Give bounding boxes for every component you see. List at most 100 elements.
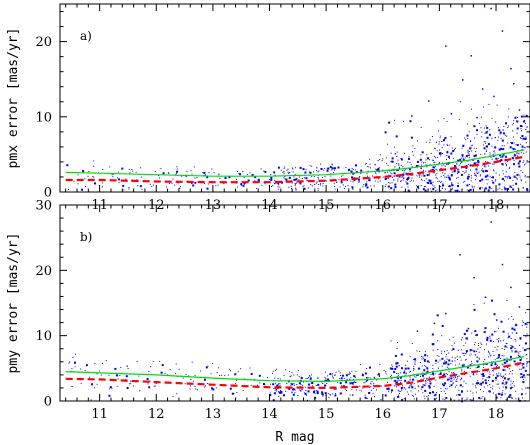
scatter-point xyxy=(229,387,232,390)
scatter-point xyxy=(358,177,360,179)
scatter-point xyxy=(457,394,459,395)
y-tick-label: 10 xyxy=(35,110,52,125)
scatter-point xyxy=(424,351,426,353)
scatter-point xyxy=(492,388,494,390)
scatter-point xyxy=(526,160,528,161)
scatter-point xyxy=(518,353,520,355)
scatter-point xyxy=(299,390,301,391)
scatter-point xyxy=(400,158,403,161)
scatter-point xyxy=(366,377,367,378)
scatter-point xyxy=(488,165,490,167)
scatter-point xyxy=(270,383,271,385)
scatter-point xyxy=(471,332,473,334)
scatter-point xyxy=(188,375,190,377)
scatter-point xyxy=(274,174,276,176)
scatter-point xyxy=(435,141,437,143)
scatter-point xyxy=(367,175,368,177)
scatter-point xyxy=(269,392,271,394)
scatter-point xyxy=(306,179,308,181)
scatter-point xyxy=(473,155,476,157)
scatter-point xyxy=(420,167,422,169)
scatter-point xyxy=(404,370,406,372)
scatter-point xyxy=(303,185,305,187)
scatter-point xyxy=(520,137,522,139)
scatter-point xyxy=(341,385,343,387)
scatter-point xyxy=(478,358,480,360)
scatter-point xyxy=(284,166,286,168)
scatter-point xyxy=(313,171,315,173)
scatter-point xyxy=(331,393,333,395)
scatter-point xyxy=(483,361,485,363)
scatter-point xyxy=(278,184,280,186)
scatter-point xyxy=(425,384,427,386)
scatter-point xyxy=(487,161,489,163)
scatter-point xyxy=(461,377,463,379)
outlier-point xyxy=(510,67,512,70)
scatter-point xyxy=(435,363,437,365)
scatter-point xyxy=(403,171,405,173)
scatter-point xyxy=(496,374,499,377)
scatter-point xyxy=(335,167,337,169)
scatter-point xyxy=(317,377,318,379)
scatter-point xyxy=(411,385,413,387)
scatter-point xyxy=(511,316,513,318)
x-tick-label: 14 xyxy=(261,407,278,422)
scatter-point xyxy=(516,152,518,154)
scatter-point xyxy=(249,172,251,174)
scatter-point xyxy=(435,379,437,381)
scatter-point xyxy=(492,181,495,184)
scatter-point xyxy=(409,371,411,373)
scatter-point xyxy=(508,335,511,338)
scatter-point xyxy=(505,388,507,390)
scatter-point xyxy=(418,188,420,190)
scatter-point xyxy=(526,323,528,325)
scatter-point xyxy=(374,396,375,398)
scatter-point xyxy=(500,358,502,359)
scatter-point xyxy=(439,153,441,155)
scatter-point xyxy=(499,156,501,158)
scatter-point xyxy=(389,367,392,370)
scatter-point xyxy=(505,342,507,344)
scatter-point xyxy=(421,175,423,177)
scatter-point xyxy=(446,164,448,166)
scatter-point xyxy=(461,161,463,163)
scatter-point xyxy=(522,171,524,173)
scatter-point xyxy=(503,375,505,377)
scatter-point xyxy=(524,119,526,121)
scatter-point xyxy=(355,389,357,391)
scatter-point xyxy=(494,152,496,154)
scatter-point xyxy=(339,186,341,188)
scatter-point xyxy=(493,150,495,152)
scatter-point xyxy=(425,380,426,382)
scatter-point xyxy=(452,150,455,152)
scatter-point xyxy=(401,367,403,370)
scatter-point xyxy=(302,384,304,386)
scatter-point xyxy=(474,342,476,344)
scatter-point xyxy=(394,379,397,382)
scatter-point xyxy=(370,389,372,391)
scatter-point xyxy=(450,363,452,365)
scatter-point xyxy=(520,152,522,154)
scatter-point xyxy=(302,168,305,171)
scatter-point xyxy=(457,176,459,178)
scatter-point xyxy=(317,189,319,191)
scatter-point xyxy=(523,114,525,116)
scatter-point xyxy=(457,185,459,188)
scatter-point xyxy=(509,166,511,168)
scatter-point xyxy=(427,157,429,160)
panel-label: b) xyxy=(80,230,92,244)
scatter-point xyxy=(397,396,400,398)
scatter-point xyxy=(348,168,350,171)
scatter-point xyxy=(337,166,340,169)
scatter-point xyxy=(294,167,296,169)
scatter-point xyxy=(425,170,427,172)
scatter-point xyxy=(469,147,472,150)
scatter-point xyxy=(439,137,441,139)
scatter-point xyxy=(461,390,463,393)
scatter-point xyxy=(494,146,497,149)
scatter-point xyxy=(502,148,505,151)
scatter-point xyxy=(311,385,313,387)
scatter-point xyxy=(87,175,89,177)
scatter-point xyxy=(307,399,308,401)
scatter-point xyxy=(372,387,374,389)
